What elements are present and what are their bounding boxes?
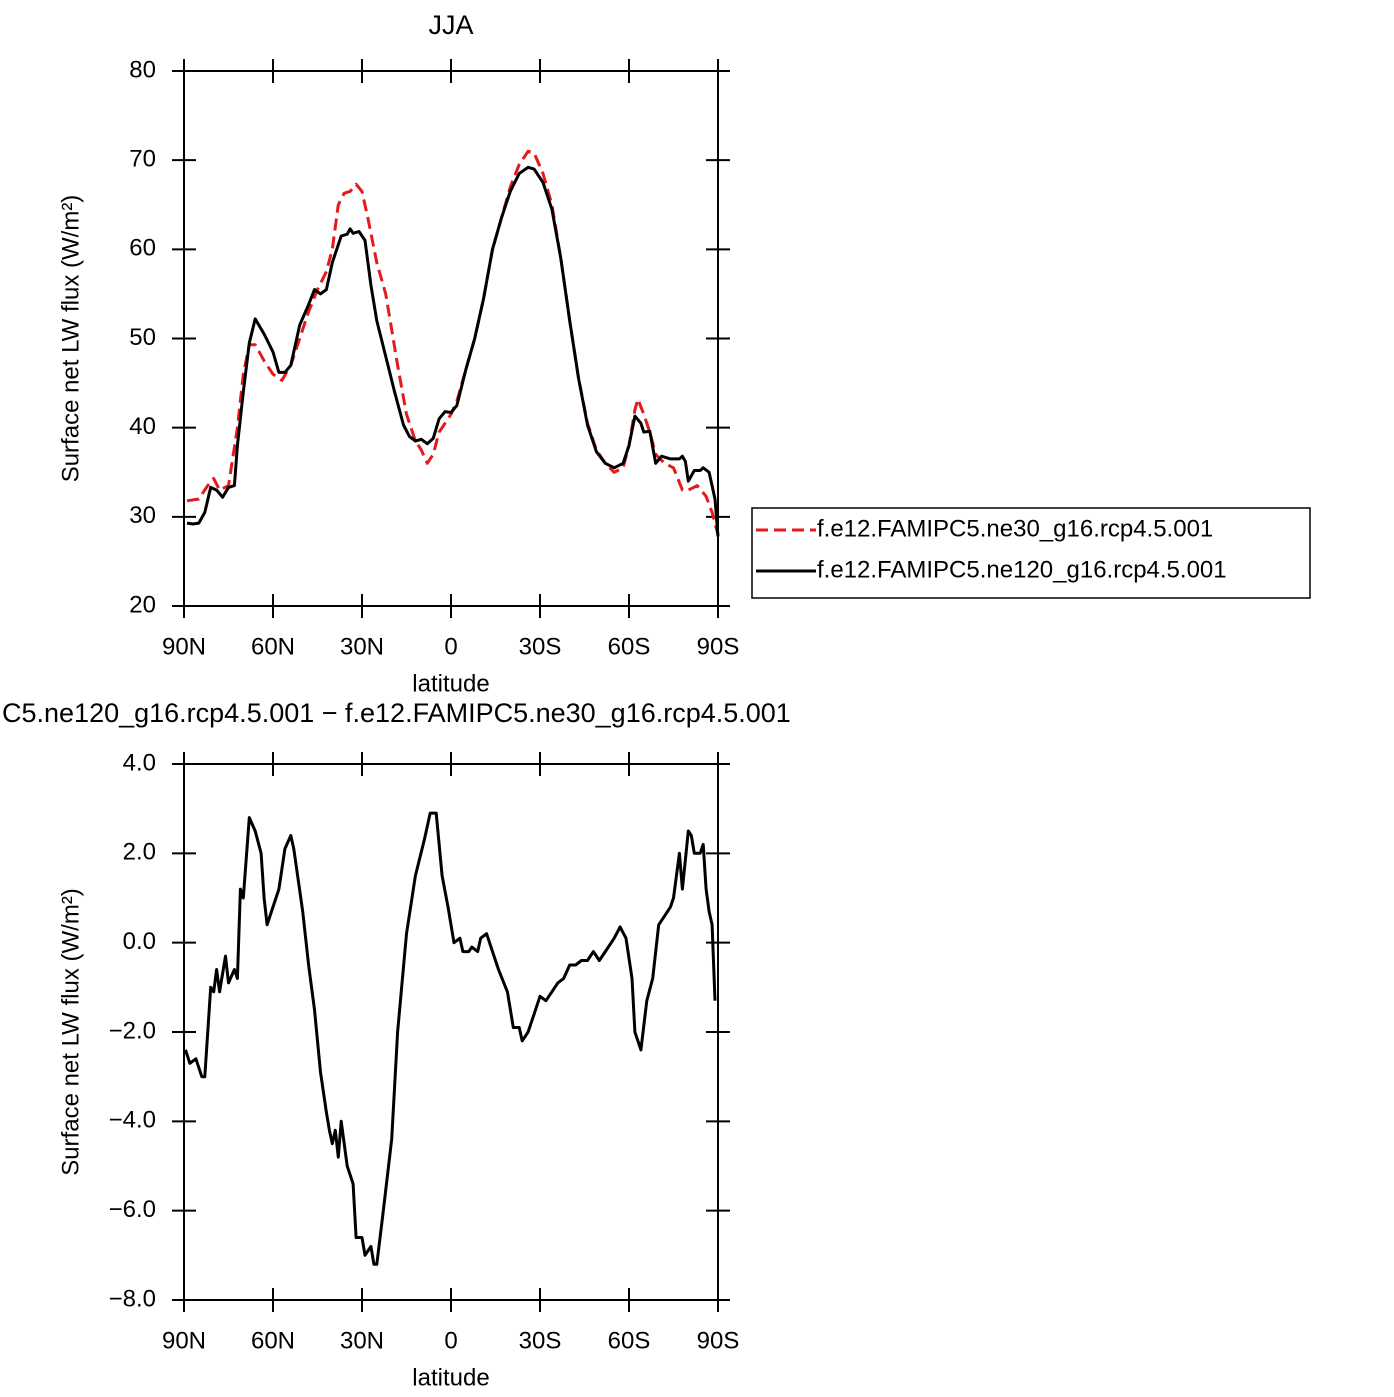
x-axis-label: latitude [412,670,489,697]
y-tick-label: 0.0 [123,928,156,955]
data-line [184,811,717,1266]
x-tick-label: 90N [162,633,206,660]
chart-title: C5.ne120_g16.rcp4.5.001 − f.e12.FAMIPC5.… [2,698,791,728]
y-axis-label: Surface net LW flux (W/m²) [57,195,84,483]
x-tick-label: 30N [340,1327,384,1354]
y-tick-label: 50 [129,324,156,351]
x-tick-label: 60S [608,1327,651,1354]
y-tick-label: 4.0 [123,749,156,776]
x-tick-label: 60S [608,633,651,660]
y-tick-label: 80 [129,56,156,83]
chart-title: JJA [428,10,473,40]
y-tick-label: −8.0 [109,1285,156,1312]
plot-frame [183,70,719,607]
x-tick-label: 30S [519,1327,562,1354]
data-line [186,165,720,537]
y-tick-label: 20 [129,591,156,618]
plot-frame [183,763,719,1301]
x-tick-label: 0 [444,633,457,660]
y-tick-label: 40 [129,413,156,440]
y-tick-label: −6.0 [109,1196,156,1223]
x-tick-label: 60N [251,1327,295,1354]
y-tick-label: −2.0 [109,1017,156,1044]
y-tick-label: 60 [129,235,156,262]
x-axis-label: latitude [412,1364,489,1391]
legend-box [751,507,1311,599]
x-tick-label: 90S [697,633,740,660]
x-tick-label: 30S [519,633,562,660]
x-tick-label: 60N [251,633,295,660]
data-line [186,149,720,536]
y-tick-label: 30 [129,502,156,529]
y-tick-label: 70 [129,146,156,173]
y-tick-label: −4.0 [109,1107,156,1134]
y-tick-label: 2.0 [123,839,156,866]
legend-label: f.e12.FAMIPC5.ne30_g16.rcp4.5.001 [817,515,1213,542]
x-tick-label: 30N [340,633,384,660]
y-axis-label: Surface net LW flux (W/m²) [57,888,84,1176]
legend-label: f.e12.FAMIPC5.ne120_g16.rcp4.5.001 [817,556,1227,583]
x-tick-label: 0 [444,1327,457,1354]
x-tick-label: 90S [697,1327,740,1354]
x-tick-label: 90N [162,1327,206,1354]
